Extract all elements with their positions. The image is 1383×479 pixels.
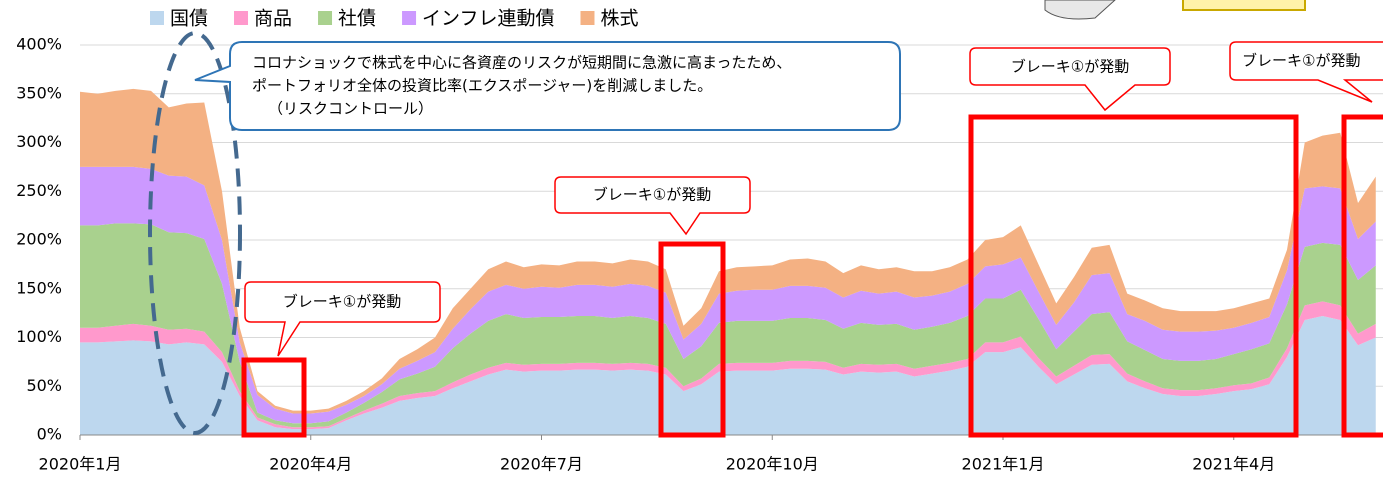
legend-label: 商品 [254, 8, 292, 30]
legend-swatch [150, 11, 164, 25]
y-tick-label: 250% [16, 181, 62, 200]
y-tick-label: 200% [16, 230, 62, 249]
annotation-text: ブレーキ①が発動 [1242, 52, 1360, 70]
x-tick-label: 2021年1月 [962, 455, 1045, 474]
legend-swatch [402, 11, 416, 25]
x-tick-label: 2020年1月 [39, 455, 122, 474]
legend-swatch [234, 11, 248, 25]
y-tick-label: 50% [26, 376, 62, 395]
y-tick-label: 300% [16, 132, 62, 151]
y-tick-label: 350% [16, 83, 62, 102]
legend: 国債 商品 社債 インフレ連動債 株式 [150, 8, 639, 30]
yellow-box [1183, 0, 1305, 10]
annotation-text: コロナショックで株式を中心に各資産のリスクが短期間に急激に高まったため、 [252, 54, 791, 72]
y-tick-label: 400% [16, 35, 62, 54]
legend-label: 社債 [338, 8, 376, 30]
x-tick-label: 2020年7月 [500, 455, 583, 474]
y-tick-label: 150% [16, 278, 62, 297]
chart: 0% 50% 100% 150% 200% 250% 300% 350% 400% 2020年1… [0, 0, 1383, 475]
annotation-text: ブレーキ①が発動 [1011, 58, 1129, 76]
x-tick-label: 2020年10月 [726, 455, 819, 474]
x-tick-label: 2020年4月 [269, 455, 352, 474]
figure-crop [1045, 0, 1115, 19]
legend-swatch [580, 11, 594, 25]
legend-label: 株式 [600, 8, 638, 30]
legend-label: 国債 [170, 8, 208, 30]
x-tick-label: 2021年4月 [1192, 455, 1275, 474]
y-tick-label: 100% [16, 327, 62, 346]
y-tick-label: 0% [37, 425, 62, 444]
legend-swatch [318, 11, 332, 25]
annotation-text: ブレーキ①が発動 [593, 186, 711, 204]
annotation-text: ブレーキ①が発動 [283, 293, 401, 311]
legend-label: インフレ連動債 [422, 8, 554, 30]
annotation-text: ポートフォリオ全体の投資比率(エクスポージャー)を削減しました。 [252, 77, 712, 95]
annotation-text: （リスクコントロール） [268, 100, 433, 118]
areas: 2020年1月 2020年4月 2020年7月 2020年10月 2021年1月 2021… [39, 89, 1383, 474]
